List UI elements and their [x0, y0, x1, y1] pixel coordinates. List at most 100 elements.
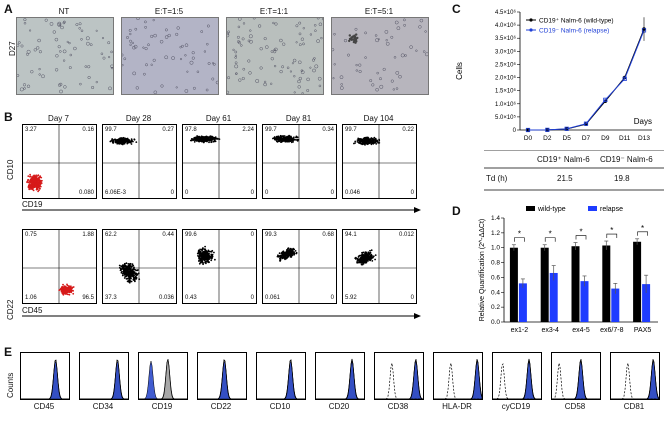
- cell: [23, 18, 27, 22]
- cell: [364, 31, 367, 35]
- event-dot: [203, 252, 206, 255]
- event-dot: [122, 267, 124, 269]
- cell-cluster: [355, 33, 358, 36]
- event-dot: [290, 255, 292, 258]
- facs-bottom-day104: 94.1 0.012 5.92 0: [342, 229, 417, 304]
- cell: [41, 74, 45, 79]
- bar: [549, 272, 558, 322]
- cell: [86, 41, 90, 46]
- event-dot: [285, 252, 287, 254]
- cell: [394, 20, 399, 25]
- event-dot: [126, 270, 129, 273]
- cell: [78, 22, 82, 26]
- event-dot: [62, 286, 64, 289]
- event-dot: [279, 138, 282, 141]
- event-dot: [198, 259, 200, 262]
- event-dot: [31, 178, 33, 181]
- event-dot: [30, 186, 33, 189]
- event-dot: [110, 139, 113, 142]
- y-tick-label: 0.0: [491, 319, 500, 326]
- event-dot: [280, 141, 282, 143]
- event-dot: [365, 252, 368, 255]
- event-dot: [28, 188, 31, 191]
- data-point: [622, 76, 627, 81]
- cell: [38, 73, 41, 76]
- facs-top-xlabel: CD19: [22, 200, 43, 209]
- cell: [132, 71, 137, 76]
- histogram-label: HLA-DR: [442, 402, 472, 411]
- event-dot: [193, 136, 196, 139]
- relapse-peak: [493, 360, 541, 400]
- histogram-label: CD45: [33, 402, 55, 411]
- day-title-2: Day 28: [125, 114, 152, 123]
- event-dot: [196, 137, 198, 140]
- event-dot: [293, 138, 295, 141]
- isotype-peak: [139, 359, 187, 400]
- event-dot: [368, 256, 370, 259]
- q-lr: 0: [250, 295, 254, 301]
- cell: [317, 76, 322, 81]
- cell: [196, 70, 200, 74]
- cell: [133, 44, 138, 49]
- cell: [274, 47, 278, 52]
- y-tick-label: 0.4: [491, 289, 500, 296]
- event-dot: [279, 137, 282, 140]
- cell: [240, 44, 243, 47]
- event-dot: [218, 138, 221, 140]
- cell: [295, 41, 298, 44]
- event-dot: [126, 266, 129, 268]
- event-dot: [201, 249, 203, 252]
- event-dot: [138, 278, 141, 281]
- event-dot: [208, 256, 210, 259]
- cell: [160, 84, 164, 88]
- relapse-peak: [80, 361, 128, 400]
- micro-title-nt: NT: [58, 7, 70, 16]
- event-dot: [41, 179, 43, 182]
- cell: [392, 88, 395, 91]
- event-dot: [66, 287, 68, 290]
- significance-star: *: [518, 230, 521, 239]
- cell: [237, 25, 241, 29]
- cell: [164, 28, 168, 32]
- event-dot: [125, 272, 128, 275]
- event-dot: [289, 252, 292, 255]
- cell: [192, 86, 196, 90]
- cell: [298, 32, 302, 36]
- x-tick-label: D0: [524, 135, 533, 142]
- cell: [297, 85, 301, 89]
- q-ll: 0.43: [185, 295, 197, 301]
- cell: [26, 52, 29, 56]
- cell-cluster: [348, 39, 351, 43]
- cell: [314, 64, 319, 69]
- x-tick-label: D9: [601, 135, 610, 142]
- event-dot: [133, 268, 135, 271]
- cell: [302, 42, 305, 46]
- td-table-val2: 19.8: [614, 174, 630, 183]
- cell: [152, 58, 156, 62]
- cell-cluster: [350, 36, 354, 39]
- cell: [62, 21, 66, 25]
- event-dot: [358, 258, 360, 260]
- event-dot: [279, 260, 281, 262]
- y-tick-label: 1.5×10⁶: [495, 88, 517, 95]
- cell: [62, 59, 66, 62]
- event-dot: [121, 264, 124, 267]
- cell: [20, 44, 24, 48]
- cell: [84, 65, 88, 68]
- event-dot: [286, 135, 288, 138]
- event-dot: [38, 189, 40, 192]
- event-dot: [128, 268, 131, 271]
- q-lr: 0.080: [78, 190, 94, 196]
- wildtype-outline: [493, 358, 541, 400]
- panel-a-letter: A: [4, 2, 13, 16]
- cell: [318, 84, 322, 88]
- event-dot: [292, 251, 294, 254]
- event-dot: [129, 270, 132, 273]
- event-dot: [369, 254, 372, 257]
- cell: [339, 86, 344, 90]
- cell: [385, 39, 388, 42]
- event-dot: [285, 257, 287, 260]
- histogram-cd20: [315, 352, 365, 400]
- cell: [206, 24, 210, 28]
- significance-bracket: [544, 237, 556, 242]
